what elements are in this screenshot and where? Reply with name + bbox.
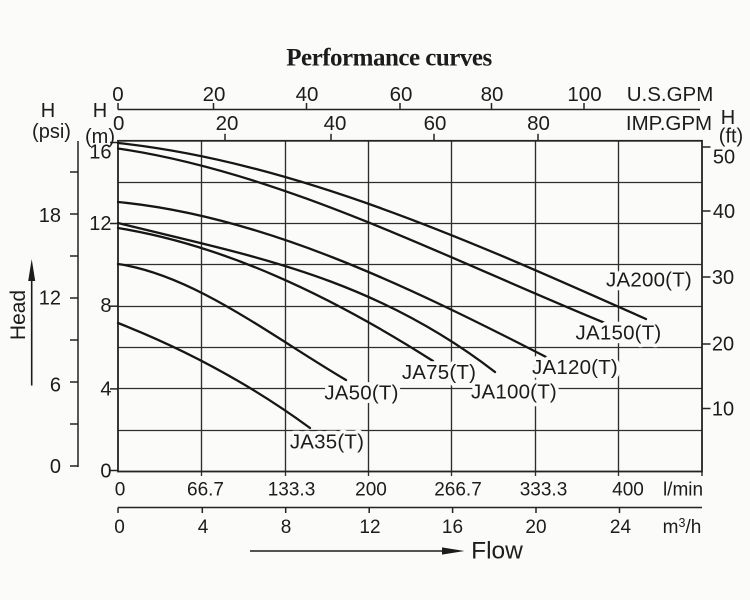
svg-text:40: 40 xyxy=(324,112,347,135)
svg-text:l/min: l/min xyxy=(663,480,703,501)
svg-text:JA35(T): JA35(T) xyxy=(290,431,364,454)
svg-text:4: 4 xyxy=(198,517,209,538)
svg-text:60: 60 xyxy=(424,112,447,135)
svg-text:400: 400 xyxy=(612,480,644,501)
svg-text:IMP.GPM: IMP.GPM xyxy=(626,112,712,135)
svg-text:JA120(T): JA120(T) xyxy=(532,356,618,379)
svg-text:30: 30 xyxy=(712,267,734,289)
svg-text:20: 20 xyxy=(712,334,734,356)
svg-text:16: 16 xyxy=(442,517,463,538)
svg-text:0: 0 xyxy=(114,517,125,538)
svg-text:JA150(T): JA150(T) xyxy=(576,322,662,345)
svg-text:20: 20 xyxy=(525,517,546,538)
svg-text:20: 20 xyxy=(203,83,226,106)
svg-text:333.3: 333.3 xyxy=(520,480,568,501)
svg-text:80: 80 xyxy=(527,112,550,135)
svg-text:Performance curves: Performance curves xyxy=(286,45,492,72)
svg-text:200: 200 xyxy=(355,480,387,501)
svg-text:0: 0 xyxy=(100,461,111,483)
svg-text:(ft): (ft) xyxy=(719,126,743,148)
svg-text:50: 50 xyxy=(713,147,735,169)
svg-text:8: 8 xyxy=(100,295,111,317)
svg-text:4: 4 xyxy=(100,378,111,400)
svg-text:0: 0 xyxy=(50,456,61,478)
svg-text:40: 40 xyxy=(713,201,735,223)
svg-text:H: H xyxy=(41,100,55,122)
svg-text:66.7: 66.7 xyxy=(187,480,224,501)
svg-text:100: 100 xyxy=(567,83,601,106)
svg-text:Flow: Flow xyxy=(471,538,523,565)
svg-text:0: 0 xyxy=(115,480,126,501)
svg-text:m3/h: m3/h xyxy=(663,516,702,538)
svg-text:JA200(T): JA200(T) xyxy=(606,269,692,292)
svg-text:20: 20 xyxy=(216,112,239,135)
svg-text:6: 6 xyxy=(50,375,61,397)
svg-text:133.3: 133.3 xyxy=(268,480,316,501)
svg-text:12: 12 xyxy=(359,517,380,538)
svg-text:12: 12 xyxy=(89,213,111,235)
svg-text:H: H xyxy=(721,107,735,129)
svg-text:24: 24 xyxy=(610,517,632,538)
svg-text:10: 10 xyxy=(712,399,734,421)
svg-text:0: 0 xyxy=(113,112,124,135)
svg-text:JA50(T): JA50(T) xyxy=(324,382,398,405)
svg-text:JA100(T): JA100(T) xyxy=(471,381,557,404)
svg-text:18: 18 xyxy=(39,205,61,227)
svg-text:Head: Head xyxy=(7,290,30,340)
svg-text:U.S.GPM: U.S.GPM xyxy=(627,83,714,106)
svg-text:60: 60 xyxy=(390,83,413,106)
svg-text:12: 12 xyxy=(39,288,61,310)
svg-text:16: 16 xyxy=(89,142,111,164)
svg-text:(m): (m) xyxy=(85,126,115,148)
svg-text:0: 0 xyxy=(112,83,123,106)
svg-text:H: H xyxy=(93,100,107,122)
svg-text:8: 8 xyxy=(281,517,292,538)
svg-text:80: 80 xyxy=(481,83,504,106)
svg-text:266.7: 266.7 xyxy=(434,480,482,501)
svg-text:(psi): (psi) xyxy=(32,121,71,143)
svg-text:JA75(T): JA75(T) xyxy=(402,361,476,384)
svg-text:40: 40 xyxy=(296,83,319,106)
